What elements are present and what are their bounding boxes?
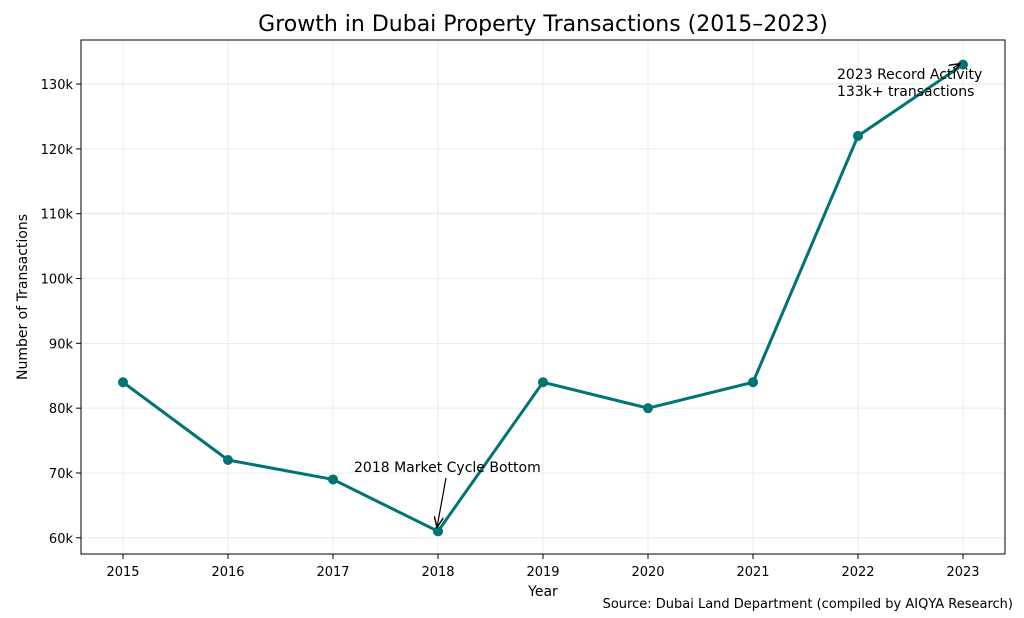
data-point <box>853 130 863 141</box>
data-point <box>643 403 653 414</box>
annotation-2023-line1: 2023 Record Activity <box>837 67 982 83</box>
chart-title: Growth in Dubai Property Transactions (2… <box>258 12 828 37</box>
y-axis-label: Number of Transactions <box>15 214 31 380</box>
y-tick-label: 60k <box>49 532 74 547</box>
annotation-2023-line2: 133k+ transactions <box>837 84 974 100</box>
annotation-arrow <box>437 477 447 527</box>
data-point <box>538 377 548 388</box>
x-tick-label: 2016 <box>211 565 244 580</box>
y-tick-label: 90k <box>49 337 74 352</box>
x-axis-label: Year <box>527 584 558 600</box>
annotation-2018: 2018 Market Cycle Bottom <box>354 460 541 476</box>
source-note: Source: Dubai Land Department (compiled … <box>603 597 1013 612</box>
annotation-arrow <box>953 64 960 68</box>
y-tick-label: 120k <box>41 143 74 158</box>
x-tick-label: 2019 <box>526 565 559 580</box>
data-point <box>433 526 443 537</box>
x-tick-label: 2018 <box>421 565 454 580</box>
x-tick-label: 2020 <box>631 565 664 580</box>
data-point <box>223 455 233 466</box>
x-tick-label: 2015 <box>106 565 139 580</box>
y-tick-label: 130k <box>41 78 74 93</box>
data-point <box>328 474 338 485</box>
y-tick-label: 80k <box>49 402 74 417</box>
x-tick-label: 2023 <box>946 565 979 580</box>
y-tick-label: 100k <box>41 273 74 288</box>
x-tick-label: 2022 <box>841 565 874 580</box>
y-tick-label: 70k <box>49 467 74 482</box>
x-tick-label: 2017 <box>316 565 349 580</box>
data-point <box>748 377 758 388</box>
x-tick-label: 2021 <box>736 565 769 580</box>
plot-frame <box>80 39 1006 555</box>
data-point <box>118 377 128 388</box>
y-tick-label: 110k <box>41 208 74 223</box>
